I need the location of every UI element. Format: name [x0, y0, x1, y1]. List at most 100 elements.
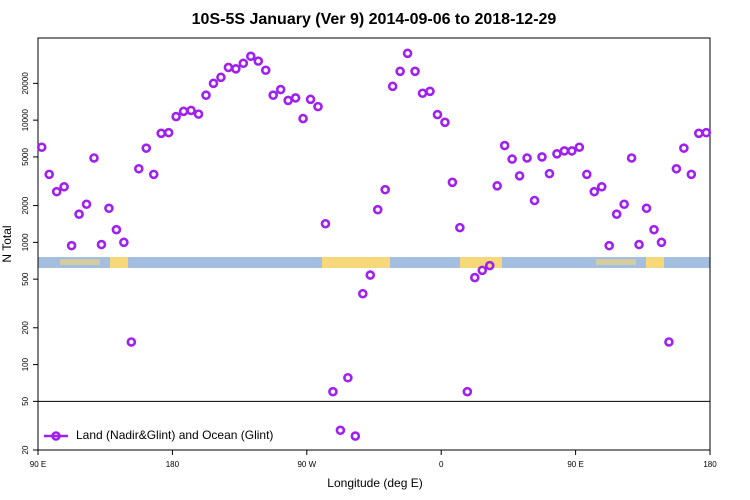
data-point	[402, 48, 413, 59]
data-point	[343, 372, 353, 383]
data-point	[455, 222, 465, 233]
data-point	[201, 90, 211, 100]
data-point	[51, 186, 62, 197]
data-point	[44, 169, 55, 180]
y-tick-label: 5000	[21, 147, 30, 165]
data-point	[119, 237, 129, 248]
data-point	[611, 209, 622, 219]
y-tick-label: 1000	[21, 233, 30, 251]
data-point	[238, 58, 249, 69]
data-point	[223, 62, 234, 73]
data-point	[163, 127, 174, 138]
data-point	[559, 146, 570, 156]
data-point	[634, 239, 644, 250]
data-point	[171, 111, 181, 122]
data-point	[96, 239, 107, 250]
data-point	[507, 154, 517, 164]
data-point	[395, 66, 405, 77]
legend-marker	[51, 431, 61, 441]
data-point	[186, 105, 196, 116]
x-tick-label: 0	[439, 460, 444, 469]
data-point	[529, 195, 540, 206]
data-point	[484, 260, 495, 271]
data-point	[649, 224, 659, 235]
data-point	[440, 117, 450, 128]
data-point	[469, 272, 480, 283]
data-point	[74, 209, 84, 219]
data-point	[447, 177, 458, 188]
data-point	[36, 142, 47, 153]
data-point	[686, 169, 697, 180]
data-point	[589, 186, 600, 197]
data-point	[81, 199, 92, 210]
data-point	[574, 142, 585, 153]
data-point	[567, 146, 577, 156]
data-point	[664, 337, 674, 347]
data-point	[656, 237, 667, 248]
data-point	[679, 143, 689, 153]
data-point	[417, 88, 428, 99]
data-point	[290, 93, 301, 103]
data-point	[328, 386, 338, 397]
data-point	[141, 143, 152, 153]
data-point	[701, 127, 712, 138]
data-point	[581, 169, 592, 180]
legend-label: Land (Nadir&Glint) and Ocean (Glint)	[76, 428, 273, 442]
data-point	[66, 240, 77, 251]
data-point	[372, 204, 383, 215]
data-point	[298, 113, 308, 124]
data-point	[260, 65, 271, 76]
y-tick-label: 500	[21, 272, 30, 286]
y-tick-label: 100	[21, 357, 30, 371]
data-point	[208, 78, 219, 89]
data-point	[522, 153, 532, 163]
data-point	[148, 169, 159, 180]
data-point	[537, 152, 547, 162]
data-point	[514, 171, 525, 181]
data-point	[380, 184, 391, 195]
data-point	[231, 64, 241, 74]
data-point	[193, 109, 204, 119]
data-point	[134, 163, 144, 174]
data-point	[126, 337, 137, 347]
y-axis-label: N Total	[0, 225, 14, 262]
data-point	[626, 153, 637, 163]
data-point	[492, 181, 503, 191]
data-point	[246, 51, 256, 62]
data-point	[59, 181, 69, 192]
x-tick-label: 90 E	[567, 460, 583, 469]
map-strip	[38, 257, 710, 268]
data-point	[477, 265, 488, 276]
data-point	[111, 224, 122, 235]
data-point	[596, 181, 607, 192]
data-point	[89, 153, 99, 163]
data-point	[305, 94, 316, 105]
y-tick-label: 10000	[21, 108, 30, 131]
x-axis-label: Longitude (deg E)	[327, 476, 422, 490]
data-point	[619, 199, 629, 210]
data-point	[253, 56, 264, 66]
data-point	[275, 84, 286, 95]
data-point	[335, 425, 346, 436]
y-tick-label: 200	[21, 321, 30, 335]
data-point	[268, 90, 279, 100]
y-tick-label: 2000	[21, 196, 30, 214]
y-tick-label: 20000	[21, 72, 30, 95]
x-tick-label: 180	[703, 460, 717, 469]
data-point	[320, 218, 331, 229]
data-point	[410, 66, 420, 77]
data-point	[178, 106, 189, 117]
data-point	[365, 270, 376, 280]
data-point	[104, 203, 114, 214]
data-point	[462, 386, 473, 397]
data-point	[641, 203, 652, 214]
x-tick-label: 90 W	[297, 460, 316, 469]
plot-frame	[37, 37, 711, 451]
y-tick-label: 20	[21, 445, 30, 454]
chart-title: 10S-5S January (Ver 9) 2014-09-06 to 201…	[192, 11, 557, 28]
data-point	[693, 128, 704, 139]
data-point	[156, 128, 166, 139]
data-point	[216, 72, 226, 83]
x-tick-label: 90 E	[30, 460, 46, 469]
